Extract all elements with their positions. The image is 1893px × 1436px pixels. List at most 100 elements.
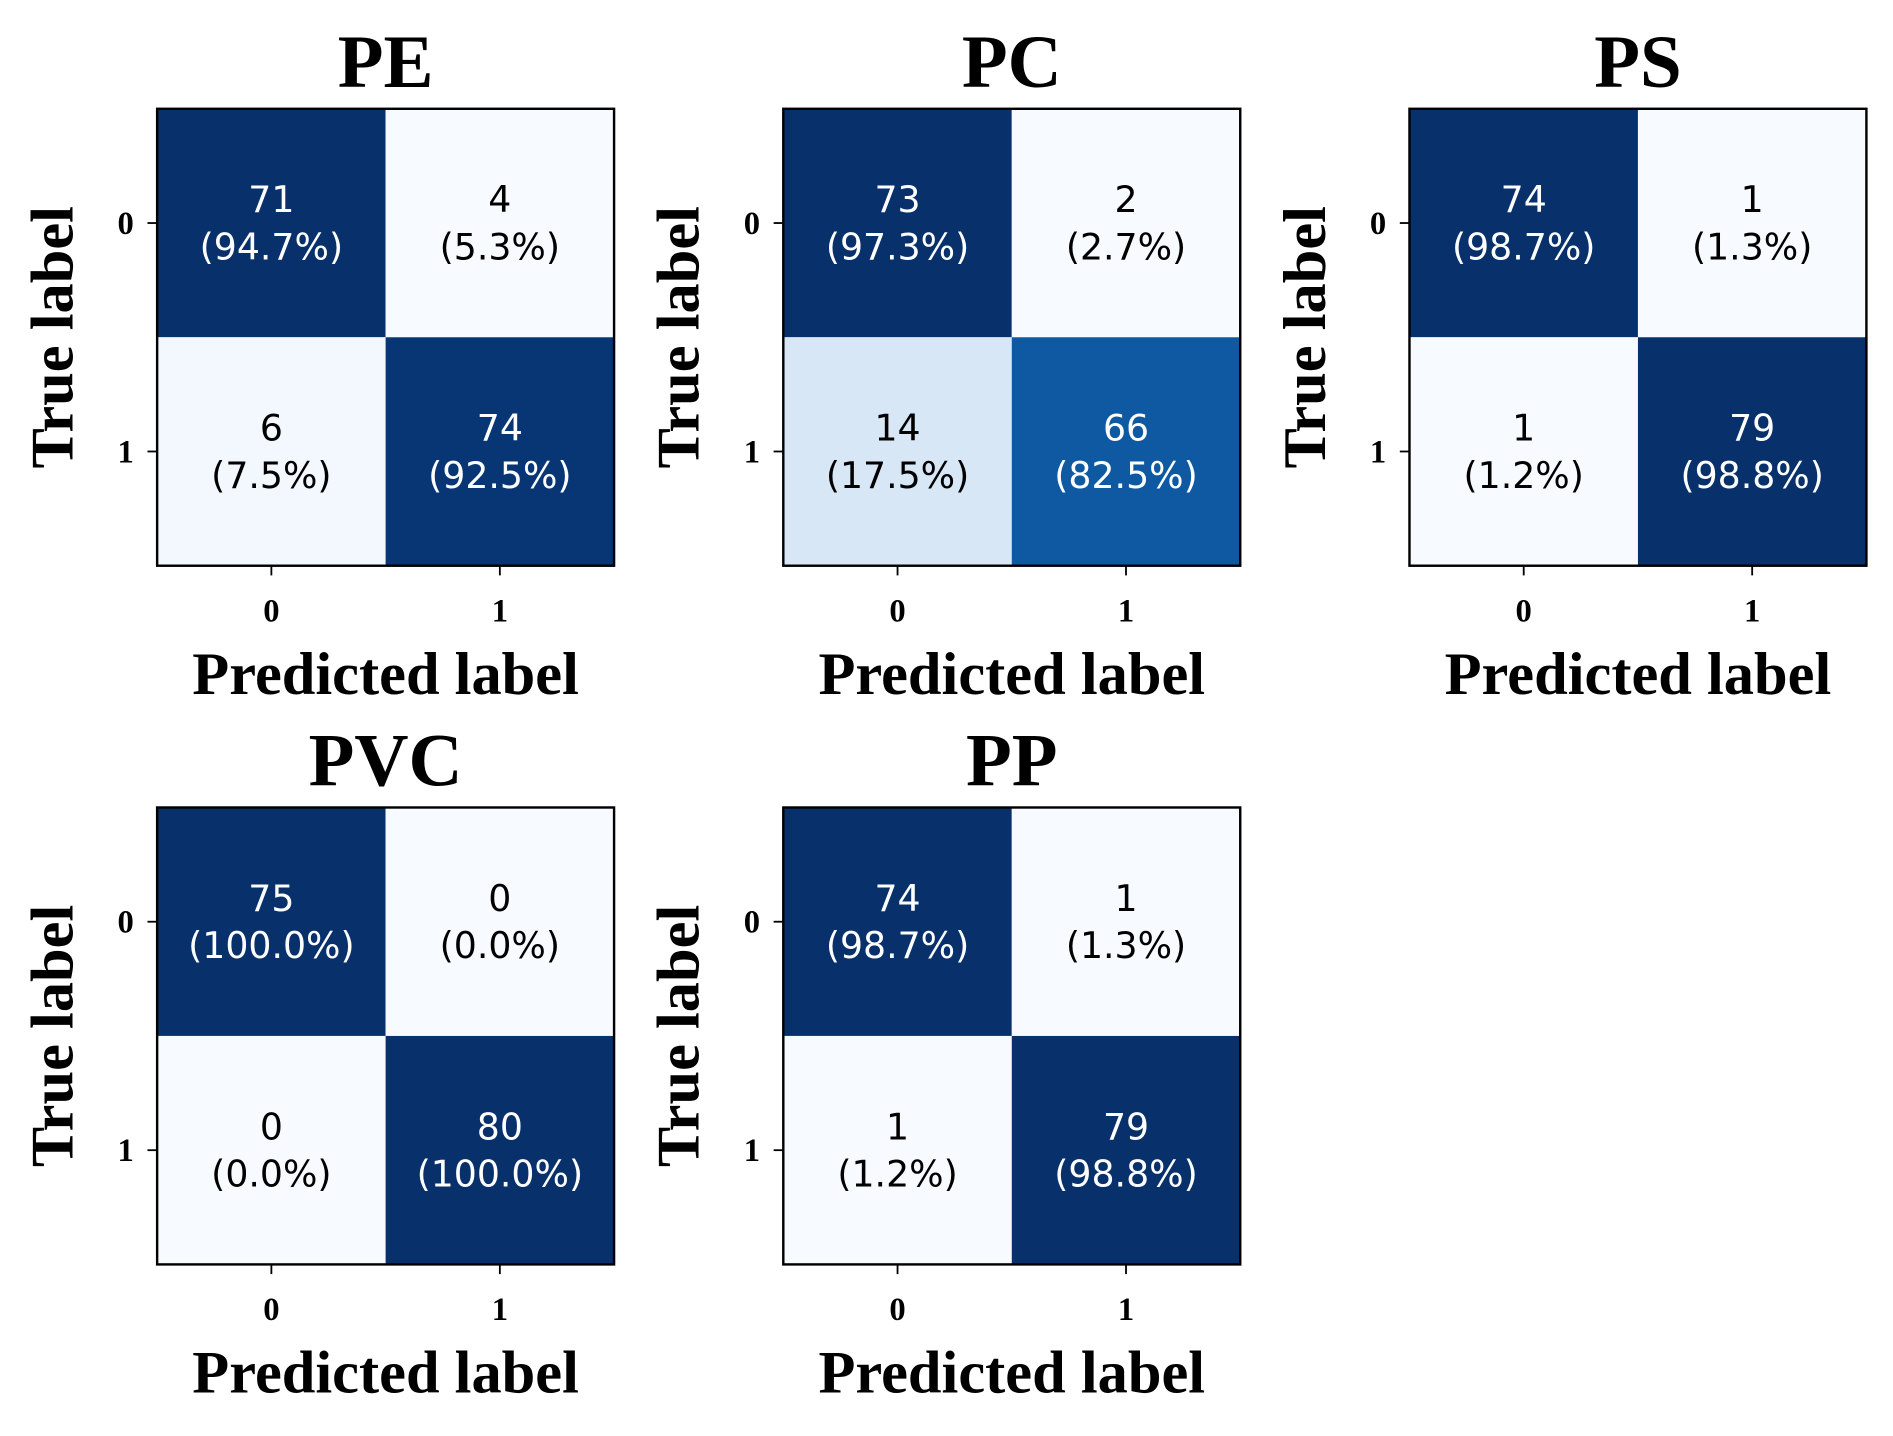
axes-frame (782, 806, 1242, 1266)
y-axis-label: True label (646, 905, 713, 1167)
cell-percent-label: (7.5%) (211, 454, 331, 497)
chart-title: PVC (309, 720, 463, 803)
x-tick-label: 0 (263, 1292, 279, 1328)
cell-percent-label: (98.7%) (1452, 225, 1595, 268)
matrix-cell (783, 1035, 1012, 1265)
x-tick-label: 1 (1744, 593, 1760, 629)
confusion-matrix-ps: 74(98.7%)1(1.3%)1(1.2%)79(98.8%)0 101PSPr… (1272, 21, 1868, 708)
x-tick-label: 1 (1118, 593, 1134, 629)
matrix-cell (157, 108, 386, 338)
y-axis-label: True label (20, 905, 87, 1167)
cell-count-label: 74 (1501, 178, 1547, 221)
cell-count-label: 0 (488, 877, 511, 920)
x-tick-label: 0 (889, 1292, 905, 1328)
x-axis-label: Predicted label (192, 641, 579, 708)
cell-percent-label: (94.7%) (200, 225, 343, 268)
cell-percent-label: (1.3%) (1066, 924, 1186, 967)
cell-count-label: 73 (874, 178, 920, 221)
cell-count-label: 79 (1729, 407, 1775, 450)
matrix-cell (1011, 108, 1241, 338)
y-tick-label: 0 (744, 206, 760, 242)
matrix-cell (1637, 337, 1867, 566)
cell-count-label: 6 (260, 407, 283, 450)
axes-frame (782, 107, 1242, 567)
y-tick-label: 0 (1370, 206, 1386, 242)
cell-percent-label: (92.5%) (428, 454, 571, 497)
x-tick-label: 0 (889, 593, 905, 629)
cell-count-label: 2 (1114, 178, 1137, 221)
cell-count-label: 4 (488, 178, 511, 221)
chart-title: PS (1594, 21, 1681, 104)
cell-percent-label: (1.3%) (1692, 225, 1812, 268)
matrix-cell (1637, 108, 1867, 338)
x-axis-label: Predicted label (192, 1340, 579, 1407)
x-tick-label: 1 (492, 1292, 508, 1328)
x-tick-label: 1 (1118, 1292, 1134, 1328)
cell-count-label: 74 (477, 407, 523, 450)
cell-count-label: 1 (886, 1105, 909, 1148)
matrix-cell (385, 807, 615, 1036)
cell-percent-label: (1.2%) (1464, 454, 1584, 497)
axes-frame (155, 806, 616, 1266)
matrix-cell (783, 337, 1012, 566)
matrix-cell (783, 807, 1012, 1036)
cell-percent-label: (98.7%) (826, 924, 969, 967)
y-tick-label: 1 (744, 1133, 760, 1169)
matrix-cell (1011, 337, 1241, 566)
y-tick-label: 1 (118, 1133, 134, 1169)
matrix-cell (385, 337, 615, 566)
matrix-cell (783, 108, 1012, 338)
cell-count-label: 66 (1103, 407, 1149, 450)
cell-count-label: 1 (1114, 877, 1137, 920)
y-tick-label: 0 (118, 905, 134, 941)
cell-percent-label: (82.5%) (1054, 454, 1197, 497)
matrix-cell (157, 807, 386, 1036)
y-tick-label: 0 (744, 905, 760, 941)
matrix-cell (1409, 108, 1638, 338)
cell-percent-label: (1.2%) (837, 1152, 957, 1195)
y-axis-label: True label (1272, 206, 1339, 468)
x-axis-label: Predicted label (1445, 641, 1832, 708)
matrix-cell (385, 1035, 615, 1265)
chart-title: PE (338, 21, 434, 104)
matrix-cell (1409, 337, 1638, 566)
cell-percent-label: (100.0%) (188, 924, 355, 967)
matrix-cell (1011, 807, 1241, 1036)
cell-percent-label: (0.0%) (440, 924, 560, 967)
cell-percent-label: (100.0%) (417, 1152, 584, 1195)
y-tick-label: 1 (1370, 434, 1386, 470)
cell-count-label: 71 (248, 178, 294, 221)
cell-percent-label: (98.8%) (1680, 454, 1823, 497)
cell-count-label: 1 (1741, 178, 1764, 221)
matrix-cell (385, 108, 615, 338)
y-axis-label: True label (20, 206, 87, 468)
cell-count-label: 1 (1512, 407, 1535, 450)
cell-count-label: 14 (874, 407, 920, 450)
confusion-matrix-pc: 73(97.3%) 2(2.7%) 14(17.5%) 66(82.5%) 0 1 0 1 PC… (646, 21, 1242, 708)
y-tick-label: 1 (118, 434, 134, 470)
x-tick-label: 0 (1516, 593, 1532, 629)
cell-percent-label: (97.3%) (826, 225, 969, 268)
confusion-matrix-pp: 74(98.7%)1(1.3%)1(1.2%)79(98.8%)0 101PPPr… (646, 720, 1242, 1407)
x-tick-label: 0 (263, 593, 279, 629)
y-axis-label: True label (646, 206, 713, 468)
y-tick-label: 0 (118, 206, 134, 242)
cell-percent-label: (0.0%) (211, 1152, 331, 1195)
axes-frame (155, 107, 616, 567)
chart-title: PP (966, 720, 1058, 803)
cell-count-label: 79 (1103, 1105, 1149, 1148)
cell-count-label: 74 (874, 877, 920, 920)
x-axis-label: Predicted label (818, 641, 1205, 708)
confusion-matrix-pe: 71(94.7%) 4(5.3%) 6(7.5%) 74(92.5%) 0 1 0 1 PE Pr… (20, 21, 616, 708)
matrix-cell (157, 1035, 386, 1265)
chart-title: PC (962, 21, 1062, 104)
matrix-cell (157, 337, 386, 566)
cell-percent-label: (98.8%) (1054, 1152, 1197, 1195)
x-tick-label: 1 (492, 593, 508, 629)
cell-count-label: 0 (260, 1105, 283, 1148)
cell-count-label: 75 (248, 877, 294, 920)
cell-count-label: 80 (477, 1105, 523, 1148)
cell-percent-label: (2.7%) (1066, 225, 1186, 268)
x-axis-label: Predicted label (818, 1340, 1205, 1407)
